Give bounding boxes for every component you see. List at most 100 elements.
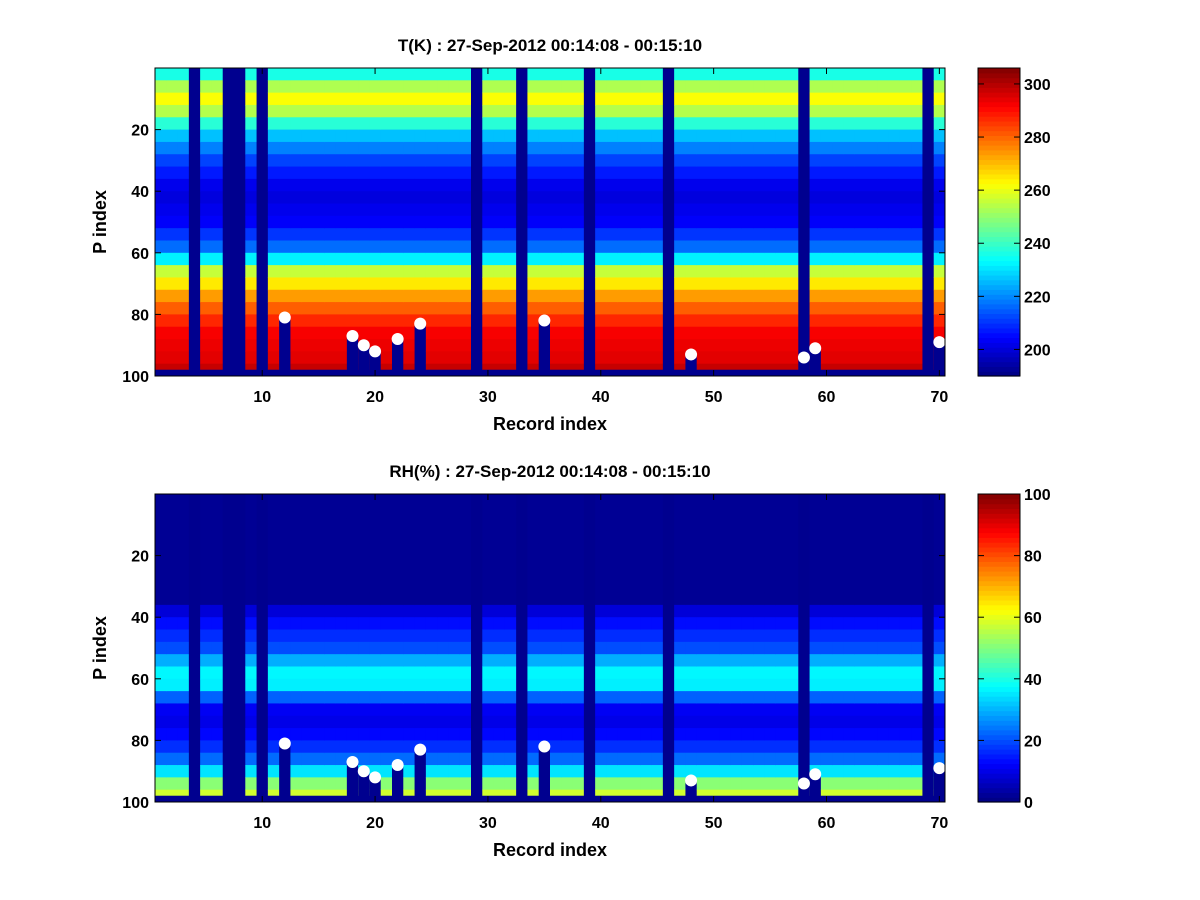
humidity-heatmap-cell xyxy=(764,567,777,581)
temperature-colorbar-segment xyxy=(978,106,1020,112)
temperature-heatmap-cell xyxy=(335,92,348,106)
temperature-heatmap-cell xyxy=(561,203,574,217)
humidity-heatmap-cell xyxy=(775,654,788,667)
temperature-colorbar-segment xyxy=(978,159,1020,165)
temperature-heatmap-cell xyxy=(775,154,788,168)
humidity-heatmap-cell xyxy=(200,543,212,557)
humidity-heatmap-cell xyxy=(775,555,788,569)
temperature-colorbar-segment xyxy=(978,222,1020,228)
humidity-heatmap-cell xyxy=(403,765,416,778)
temperature-heatmap-cell xyxy=(651,302,664,315)
humidity-heatmap-cell xyxy=(403,703,416,717)
temperature-heatmap-cell xyxy=(787,129,799,143)
humidity-heatmap-cell xyxy=(414,604,427,618)
humidity-colorbar-segment xyxy=(978,672,1020,678)
humidity-heatmap-cell xyxy=(820,703,833,717)
temperature-heatmap-cell xyxy=(358,68,370,81)
temperature-heatmap-cell xyxy=(313,326,325,340)
temperature-heatmap-cell xyxy=(674,117,686,131)
humidity-record-column xyxy=(313,494,325,803)
temperature-record-column xyxy=(899,68,912,377)
humidity-heatmap-cell xyxy=(177,518,190,532)
temperature-below-surface-mask xyxy=(392,339,404,376)
temperature-heatmap-cell xyxy=(279,252,291,266)
humidity-heatmap-cell xyxy=(279,617,291,631)
humidity-heatmap-cell xyxy=(854,567,867,581)
humidity-heatmap-cell xyxy=(550,752,562,766)
humidity-heatmap-cell xyxy=(685,715,698,729)
humidity-heatmap-cell xyxy=(403,678,416,692)
humidity-heatmap-cell xyxy=(437,654,449,667)
humidity-heatmap-cell xyxy=(843,518,856,532)
humidity-heatmap-cell xyxy=(787,530,799,544)
humidity-heatmap-cell xyxy=(809,715,822,729)
temperature-heatmap-cell xyxy=(606,302,619,315)
temperature-heatmap-cell xyxy=(482,277,495,291)
humidity-heatmap-cell xyxy=(245,740,258,754)
humidity-colorbar-segment xyxy=(978,590,1020,596)
temperature-heatmap-cell xyxy=(775,141,788,155)
temperature-heatmap-cell xyxy=(775,191,788,205)
temperature-heatmap-cell xyxy=(561,141,574,155)
humidity-heatmap-cell xyxy=(572,703,585,717)
humidity-heatmap-cell xyxy=(245,543,258,557)
humidity-heatmap-cell xyxy=(933,715,946,729)
temperature-heatmap-cell xyxy=(820,339,833,352)
humidity-heatmap-cell xyxy=(820,518,833,532)
temperature-heatmap-cell xyxy=(369,68,382,81)
temperature-heatmap-cell xyxy=(482,339,495,352)
humidity-heatmap-cell xyxy=(854,506,867,520)
temperature-heatmap-cell xyxy=(719,203,732,217)
temperature-heatmap-cell xyxy=(550,117,562,131)
humidity-heatmap-cell xyxy=(696,703,709,717)
temperature-heatmap-cell xyxy=(482,265,495,278)
temperature-heatmap-cell xyxy=(380,215,393,229)
temperature-heatmap-cell xyxy=(538,203,551,217)
temperature-record-column xyxy=(888,68,901,377)
humidity-heatmap-cell xyxy=(177,654,190,667)
humidity-record-column xyxy=(335,494,348,803)
temperature-heatmap-cell xyxy=(606,141,619,155)
temperature-heatmap-cell xyxy=(629,215,641,229)
temperature-heatmap-cell xyxy=(550,215,562,229)
humidity-heatmap-cell xyxy=(538,703,551,717)
humidity-heatmap-cell xyxy=(741,740,754,754)
humidity-record-column xyxy=(448,494,461,803)
temperature-heatmap-cell xyxy=(177,289,190,303)
humidity-heatmap-cell xyxy=(854,666,867,680)
temperature-colorbar-segment xyxy=(978,231,1020,238)
temperature-heatmap-cell xyxy=(155,252,167,266)
temperature-heatmap-cell xyxy=(245,154,258,168)
temperature-heatmap-cell xyxy=(493,203,506,217)
temperature-heatmap-cell xyxy=(380,141,393,155)
temperature-heatmap-cell xyxy=(200,92,212,106)
temperature-heatmap-cell xyxy=(753,92,765,106)
temperature-heatmap-cell xyxy=(403,178,416,192)
humidity-heatmap-cell xyxy=(899,777,912,791)
humidity-heatmap-cell xyxy=(708,604,720,618)
temperature-heatmap-cell xyxy=(245,104,258,118)
temperature-heatmap-cell xyxy=(403,215,416,229)
humidity-heatmap-cell xyxy=(245,604,258,618)
humidity-heatmap-cell xyxy=(380,777,393,791)
temperature-surface-marker xyxy=(809,342,822,355)
temperature-heatmap-cell xyxy=(538,166,551,180)
temperature-heatmap-cell xyxy=(617,203,630,217)
humidity-heatmap-cell xyxy=(335,765,348,778)
temperature-heatmap-cell xyxy=(696,92,709,106)
humidity-heatmap-cell xyxy=(313,494,325,507)
humidity-heatmap-cell xyxy=(629,765,641,778)
temperature-heatmap-cell xyxy=(854,339,867,352)
humidity-heatmap-cell xyxy=(380,592,393,606)
temperature-heatmap-cell xyxy=(482,80,495,94)
humidity-heatmap-cell xyxy=(854,592,867,606)
temperature-heatmap-cell xyxy=(674,203,686,217)
temperature-heatmap-cell xyxy=(459,203,472,217)
humidity-heatmap-cell xyxy=(482,567,495,581)
temperature-heatmap-cell xyxy=(380,154,393,168)
humidity-heatmap-cell xyxy=(369,617,382,631)
humidity-heatmap-cell xyxy=(629,641,641,655)
humidity-heatmap-cell xyxy=(313,765,325,778)
humidity-heatmap-cell xyxy=(674,506,686,520)
temperature-heatmap-cell xyxy=(493,289,506,303)
